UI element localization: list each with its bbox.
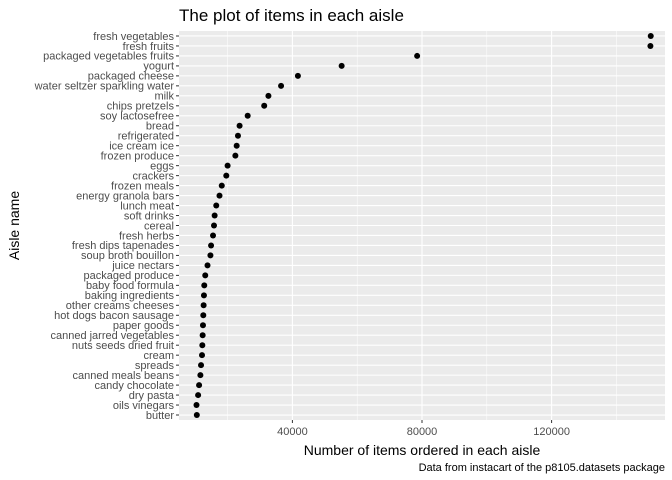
data-point	[193, 412, 200, 419]
data-point	[647, 42, 654, 49]
x-tick-label: 120000	[533, 426, 570, 438]
data-point	[210, 232, 217, 239]
y-tick-label: hot dogs bacon sausage	[54, 310, 174, 322]
y-tick-label: yogurt	[143, 61, 174, 73]
data-point	[202, 272, 209, 279]
y-tick-label: soy lactosefree	[100, 111, 174, 123]
data-point	[200, 292, 207, 299]
data-point	[199, 352, 206, 359]
data-point	[211, 212, 218, 219]
y-tick-marks	[176, 35, 179, 416]
y-tick-label: canned meals beans	[72, 370, 174, 382]
y-tick-label: packaged cheese	[88, 71, 174, 83]
y-tick-label: chips pretzels	[107, 101, 175, 113]
y-tick-label: dry pasta	[129, 390, 175, 402]
y-tick-label: water seltzer sparkling water	[34, 81, 175, 93]
data-point	[216, 192, 223, 199]
data-point	[218, 182, 225, 189]
y-tick-label: butter	[146, 410, 174, 422]
y-tick-label: milk	[154, 91, 174, 103]
data-point	[196, 382, 203, 389]
x-tick-labels: 40000 80000 120000	[277, 426, 570, 438]
data-point	[201, 282, 208, 289]
y-tick-label: frozen meals	[111, 180, 174, 192]
y-tick-label: energy granola bars	[76, 190, 174, 202]
data-point	[244, 112, 251, 119]
data-point	[265, 92, 272, 99]
y-tick-label: candy chocolate	[95, 380, 175, 392]
data-point	[200, 312, 207, 319]
data-point	[199, 322, 206, 329]
y-tick-label: ice cream ice	[109, 141, 174, 153]
y-tick-label: cereal	[144, 220, 174, 232]
data-point	[236, 122, 243, 129]
y-tick-label: canned jarred vegetables	[50, 330, 174, 342]
y-tick-label: fresh vegetables	[93, 31, 174, 43]
y-tick-label: packaged produce	[83, 270, 174, 282]
x-tick-label: 40000	[277, 426, 308, 438]
data-point	[261, 102, 268, 109]
y-tick-label: packaged vegetables fruits	[43, 51, 174, 63]
y-tick-label: fresh dips tapenades	[72, 240, 175, 252]
x-tick-marks	[291, 420, 553, 423]
data-point	[198, 362, 205, 369]
data-point	[200, 302, 207, 309]
data-point	[204, 262, 211, 269]
data-point	[234, 132, 241, 139]
y-tick-label: soup broth bouillon	[81, 250, 174, 262]
data-point	[294, 72, 301, 79]
y-tick-label: spreads	[135, 360, 175, 372]
data-point	[224, 162, 231, 169]
y-tick-label: juice nectars	[111, 260, 174, 272]
y-tick-label: eggs	[150, 160, 174, 172]
y-tick-label: oils vinegars	[113, 400, 175, 412]
y-axis-title: Aisle name	[6, 191, 22, 260]
y-tick-label: baby food formula	[86, 280, 175, 292]
y-tick-label: nuts seeds dried fruit	[72, 340, 174, 352]
data-point	[193, 402, 200, 409]
y-tick-label: lunch meat	[120, 200, 174, 212]
chart-caption: Data from instacart of the p8105.dataset…	[419, 462, 665, 474]
data-point	[207, 252, 214, 259]
y-tick-label: frozen produce	[101, 150, 174, 162]
data-point	[213, 202, 220, 209]
data-point	[223, 172, 230, 179]
data-point	[233, 142, 240, 149]
data-point	[208, 242, 215, 249]
y-tick-label: refrigerated	[118, 131, 174, 143]
data-points	[193, 32, 654, 419]
x-axis-title: Number of items ordered in each aisle	[304, 442, 541, 458]
y-tick-label: bread	[146, 121, 174, 133]
data-point	[199, 332, 206, 339]
y-tick-label: soft drinks	[124, 210, 175, 222]
y-tick-label: baking ingredients	[85, 290, 175, 302]
chart-title: The plot of items in each aisle	[179, 6, 404, 25]
data-point	[210, 222, 217, 229]
y-tick-label: paper goods	[113, 320, 175, 332]
data-point	[197, 372, 204, 379]
x-tick-label: 80000	[407, 426, 438, 438]
y-tick-label: crackers	[132, 170, 174, 182]
data-point	[414, 52, 421, 59]
data-point	[232, 152, 239, 159]
y-tick-label: fresh herbs	[119, 230, 175, 242]
y-tick-label: fresh fruits	[123, 41, 175, 53]
data-point	[199, 342, 206, 349]
major-gridlines	[179, 31, 665, 420]
data-point	[647, 32, 654, 39]
data-point	[338, 62, 345, 69]
y-tick-label: cream	[143, 350, 174, 362]
data-point	[195, 392, 202, 399]
data-point	[278, 82, 285, 89]
y-tick-label: other creams cheeses	[66, 300, 175, 312]
